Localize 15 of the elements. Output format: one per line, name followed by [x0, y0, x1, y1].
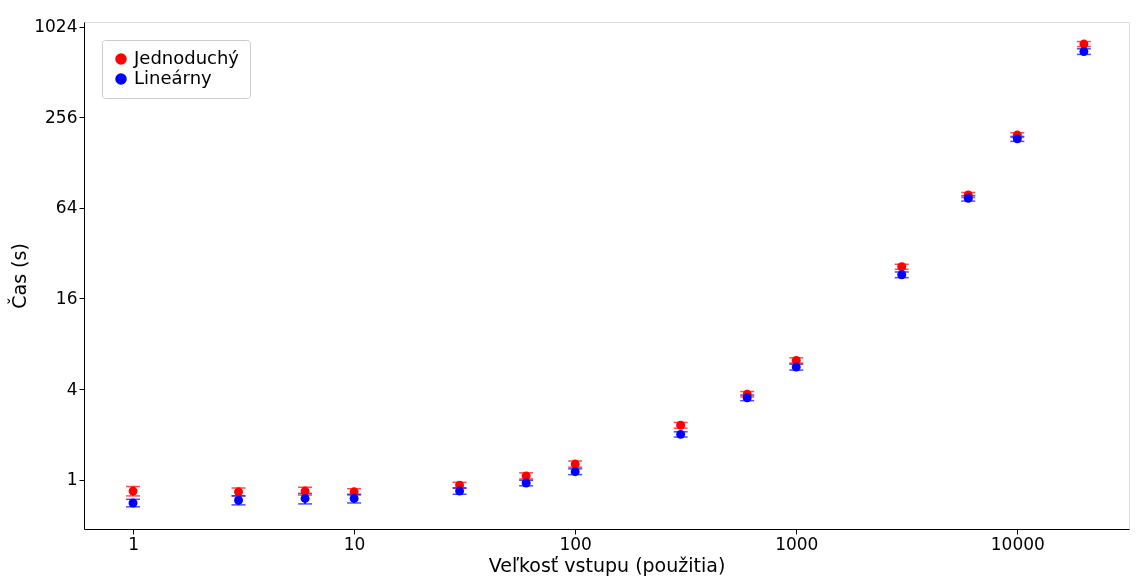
y-tick-label: 4 [66, 378, 78, 399]
y-tick-label: 1024 [34, 16, 78, 37]
x-tick-label: 1000 [775, 533, 819, 554]
y-tick-label: 1 [66, 469, 78, 490]
legend-label: Jednoduchý [133, 47, 240, 68]
x-tick-label: 10000 [990, 533, 1045, 554]
y-tick-label: 16 [55, 287, 78, 308]
x-tick-label: 1 [128, 533, 139, 554]
legend-label: Lineárny [134, 67, 213, 88]
y-tick-label: 256 [45, 106, 78, 127]
y-tick-label: 64 [55, 197, 78, 218]
x-tick-label: 100 [559, 533, 592, 554]
x-tick-label: 10 [343, 533, 366, 554]
x-axis-title: Veľkosť vstupu (použitia) [488, 553, 726, 576]
y-axis-title: Čas (s) [7, 243, 31, 309]
